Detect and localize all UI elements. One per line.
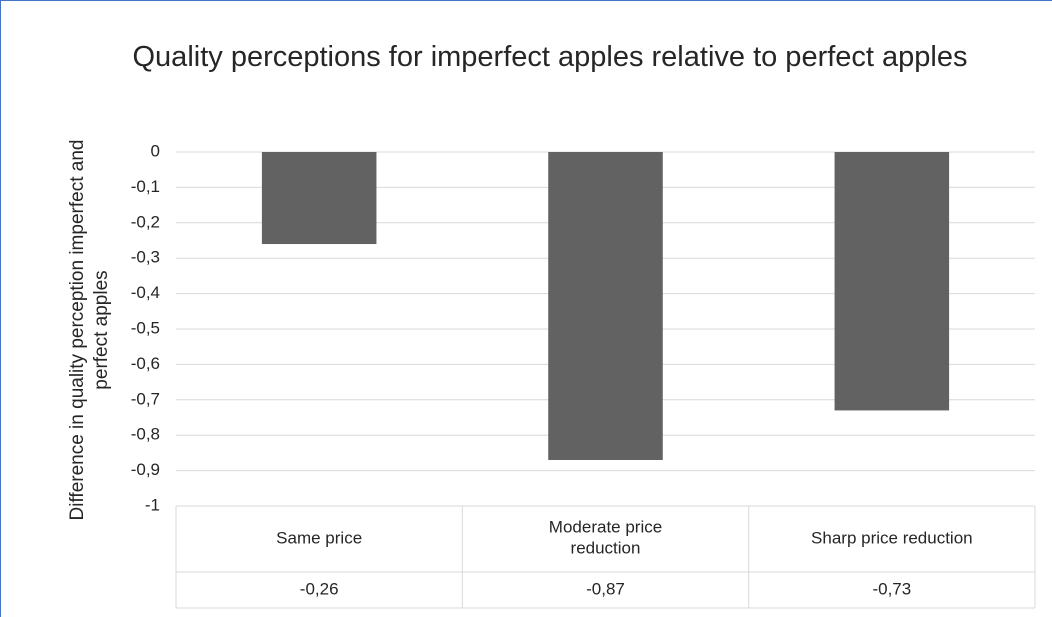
y-tick-label: -1 [145, 495, 160, 514]
y-tick-label: -0,1 [131, 177, 160, 196]
y-tick-label: -0,4 [131, 283, 160, 302]
bar [261, 152, 377, 245]
y-tick-label: -0,8 [131, 425, 160, 444]
y-tick-label: -0,3 [131, 248, 160, 267]
y-tick-label: -0,5 [131, 318, 160, 337]
y-axis-label: Difference in quality perception imperfe… [67, 139, 112, 521]
y-tick-label: -0,7 [131, 389, 160, 408]
y-tick-label: 0 [151, 141, 160, 160]
category-label: Sharp price reduction [811, 528, 973, 547]
category-label: Same price [276, 528, 362, 547]
y-tick-label: -0,2 [131, 212, 160, 231]
y-tick-label: -0,6 [131, 354, 160, 373]
y-tick-label: -0,9 [131, 460, 160, 479]
category-label: Moderate price reduction [549, 518, 662, 558]
data-table-value: -0,73 [872, 579, 911, 598]
data-table-value: -0,87 [586, 579, 625, 598]
chart-title: Quality perceptions for imperfect apples… [132, 41, 968, 73]
data-table-value: -0,26 [300, 579, 339, 598]
bar [548, 152, 663, 460]
bar [834, 152, 950, 411]
